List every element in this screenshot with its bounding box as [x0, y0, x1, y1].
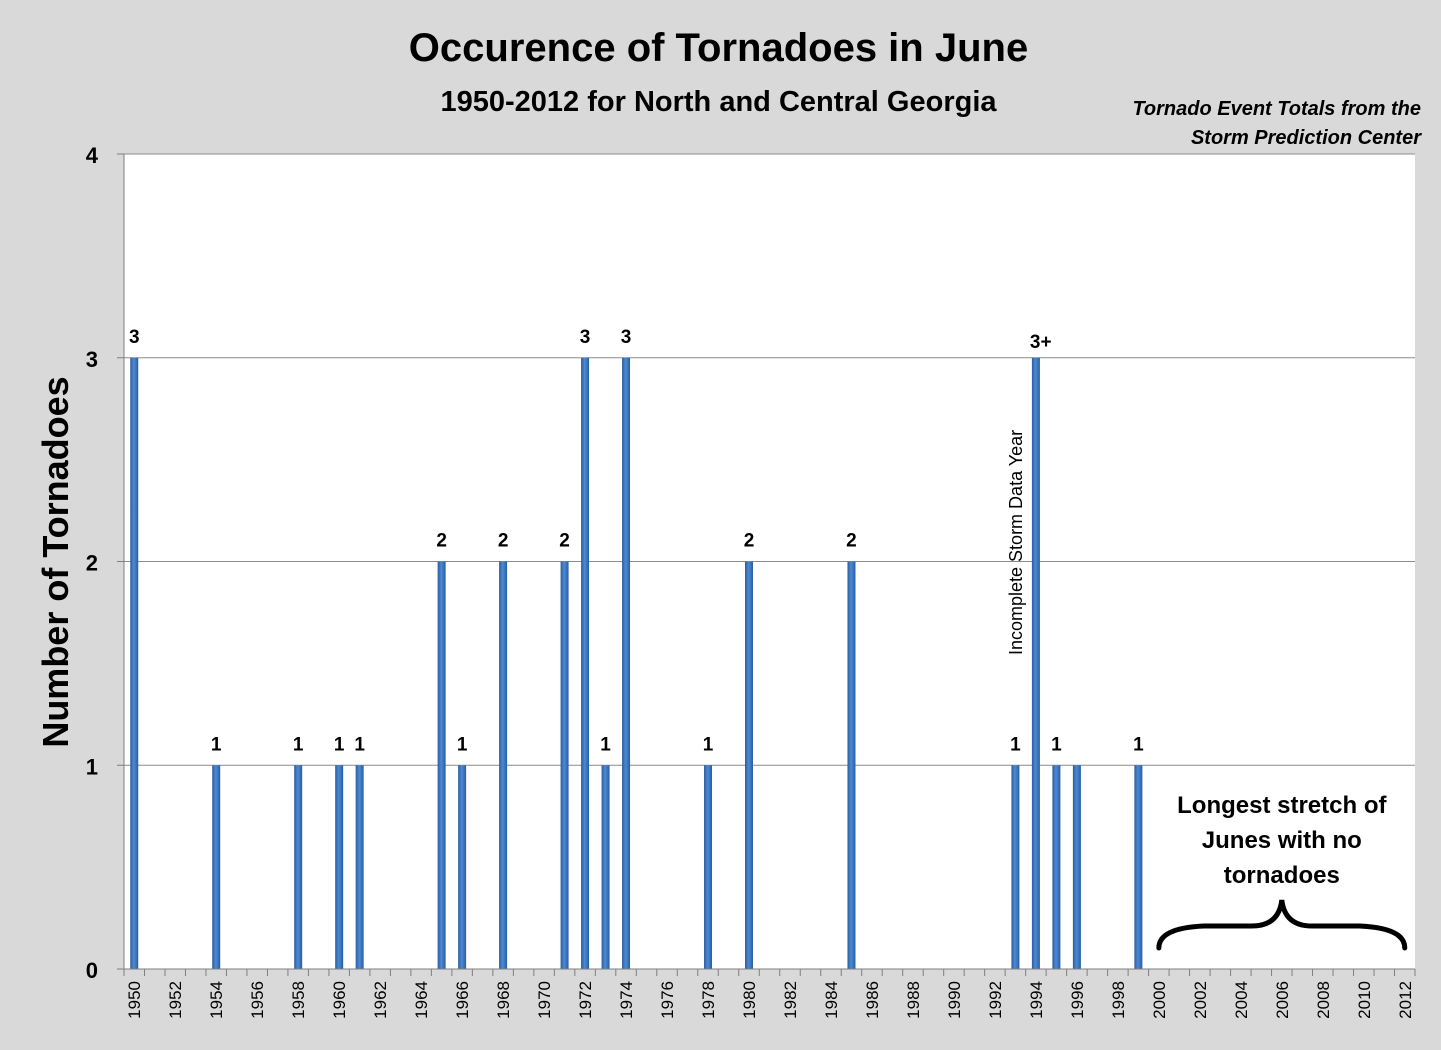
bar-1972: [581, 357, 590, 969]
x-tick-label: 1998: [1109, 981, 1128, 1019]
x-tick-label: 1992: [986, 981, 1005, 1019]
x-tick-label: 1978: [699, 981, 718, 1019]
bar-1954: [212, 765, 221, 969]
x-tick-label: 1966: [453, 981, 472, 1019]
no-tornado-annotation-line: Junes with no: [1202, 827, 1362, 854]
x-tick-label: 1962: [371, 981, 390, 1019]
y-tick-label: 4: [86, 143, 99, 168]
chart-title: Occurence of Tornadoes in June: [408, 26, 1029, 70]
x-tick-label: 2010: [1355, 981, 1374, 1019]
incomplete-data-annotation: Incomplete Storm Data Year: [1006, 430, 1026, 655]
x-tick-label: 1988: [904, 981, 923, 1019]
x-tick-label: 1952: [166, 981, 185, 1019]
x-tick-label: 1994: [1027, 981, 1046, 1019]
data-label-1995: 1: [1051, 734, 1062, 755]
x-tick-label: 2012: [1396, 981, 1415, 1019]
bar-1973: [601, 765, 610, 969]
data-label-1971: 2: [559, 531, 570, 552]
x-tick-label: 1976: [658, 981, 677, 1019]
y-tick-label: 2: [86, 551, 98, 576]
x-tick-label: 1968: [494, 981, 513, 1019]
x-tick-label: 2006: [1273, 981, 1292, 1019]
bar-1995: [1052, 765, 1061, 969]
data-label-1994: 3+: [1030, 332, 1052, 353]
bar-1996: [1072, 765, 1081, 969]
curly-brace: [1156, 899, 1408, 951]
no-tornado-annotation-line: Longest stretch of: [1177, 792, 1387, 819]
data-label-1965: 2: [436, 531, 447, 552]
data-label-1966: 1: [457, 734, 468, 755]
y-tick-label: 0: [86, 958, 98, 983]
y-tick-label: 1: [86, 754, 98, 779]
x-tick-label: 1980: [740, 981, 759, 1019]
bar-1985: [847, 561, 856, 969]
x-tick-label: 1956: [248, 981, 267, 1019]
data-label-1972: 3: [580, 327, 591, 348]
x-tick-label: 2004: [1232, 981, 1251, 1019]
data-label-1968: 2: [498, 531, 509, 552]
data-label-1960: 1: [334, 734, 345, 755]
bar-1999: [1134, 765, 1143, 969]
x-tick-label: 2008: [1314, 981, 1333, 1019]
bar-1960: [335, 765, 344, 969]
bar-1978: [704, 765, 713, 969]
bar-1994: [1031, 357, 1040, 969]
bar-1980: [745, 561, 754, 969]
data-label-1985: 2: [846, 531, 857, 552]
data-label-1961: 1: [354, 734, 365, 755]
x-tick-label: 1960: [330, 981, 349, 1019]
x-tick-label: 1990: [945, 981, 964, 1019]
x-tick-label: 1958: [289, 981, 308, 1019]
data-label-1954: 1: [211, 734, 222, 755]
x-tick-label: 2002: [1191, 981, 1210, 1019]
data-label-1980: 2: [744, 531, 755, 552]
bar-1965: [437, 561, 446, 969]
bar-1993: [1011, 765, 1020, 969]
bar-1950: [130, 357, 139, 969]
bar-1968: [499, 561, 508, 969]
data-label-1974: 3: [621, 327, 632, 348]
bar-1974: [622, 357, 631, 969]
x-tick-label: 1954: [207, 981, 226, 1019]
no-tornado-annotation-line: tornadoes: [1224, 862, 1340, 889]
x-tick-label: 1950: [125, 981, 144, 1019]
x-tick-label: 1984: [822, 981, 841, 1019]
data-label-1973: 1: [600, 734, 611, 755]
source-note-line-1: Tornado Event Totals from the: [1132, 98, 1421, 120]
data-label-1978: 1: [703, 734, 714, 755]
y-tick-label: 3: [86, 347, 98, 372]
x-tick-label: 1986: [863, 981, 882, 1019]
data-label-1958: 1: [293, 734, 304, 755]
chart-subtitle: 1950-2012 for North and Central Georgia: [440, 86, 997, 118]
bar-1966: [458, 765, 467, 969]
x-tick-label: 1982: [781, 981, 800, 1019]
x-tick-label: 1972: [576, 981, 595, 1019]
x-tick-label: 1970: [535, 981, 554, 1019]
x-tick-label: 2000: [1150, 981, 1169, 1019]
source-note-line-2: Storm Prediction Center: [1190, 127, 1421, 149]
x-tick-label: 1996: [1068, 981, 1087, 1019]
bar-1958: [294, 765, 303, 969]
data-label-1950: 3: [129, 327, 140, 348]
bar-1971: [560, 561, 569, 969]
x-tick-label: 1964: [412, 981, 431, 1019]
data-label-1999: 1: [1133, 734, 1144, 755]
x-tick-label: 1974: [617, 981, 636, 1019]
data-label-1993: 1: [1010, 734, 1021, 755]
bar-1961: [355, 765, 364, 969]
